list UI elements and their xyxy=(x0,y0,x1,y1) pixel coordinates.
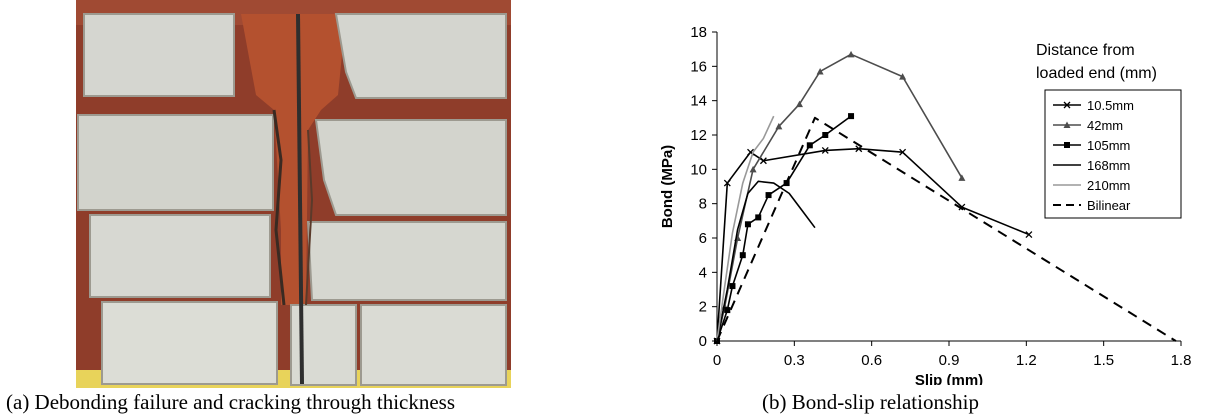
y-ticks: 0 2 4 6 8 10 12 14 16 18 xyxy=(690,24,717,350)
legend-label-10-5mm: 10.5mm xyxy=(1087,98,1134,113)
data-point-42mm xyxy=(775,122,783,130)
legend-label-168mm: 168mm xyxy=(1087,158,1130,173)
block-right-4 xyxy=(360,304,507,386)
legend-marker-105mm xyxy=(1064,142,1070,148)
data-point-10-5mm xyxy=(759,157,767,165)
x-tick-label: 0.6 xyxy=(861,352,882,369)
block-right-1 xyxy=(334,13,507,99)
y-tick-label: 0 xyxy=(699,333,707,350)
block-right-2 xyxy=(314,119,507,216)
data-point-42mm xyxy=(749,165,757,173)
x-tick-label: 0.3 xyxy=(784,352,805,369)
x-axis-title: Slip (mm) xyxy=(915,372,983,385)
data-point-10-5mm xyxy=(1025,231,1033,239)
data-point-42mm xyxy=(816,67,824,75)
data-point-105mm xyxy=(729,283,736,290)
y-tick-label: 12 xyxy=(690,127,707,144)
x-tick-label: 1.8 xyxy=(1171,352,1192,369)
debonding-photo xyxy=(76,0,511,388)
series-42mm xyxy=(713,50,966,344)
y-tick-label: 10 xyxy=(690,161,707,178)
legend-label-105mm: 105mm xyxy=(1087,138,1130,153)
legend-box xyxy=(1044,89,1182,219)
legend-label-bilinear: Bilinear xyxy=(1087,198,1131,213)
series-line-bilinear xyxy=(716,116,1177,342)
data-point-105mm xyxy=(724,307,731,314)
data-point-42mm xyxy=(958,174,966,181)
data-point-105mm xyxy=(755,214,762,221)
data-point-105mm xyxy=(806,142,813,149)
data-point-42mm xyxy=(847,50,855,58)
legend-title-line-1: Distance from xyxy=(1036,42,1135,59)
data-point-105mm xyxy=(822,132,829,138)
data-point-42mm xyxy=(795,100,803,108)
block-right-3 xyxy=(306,221,507,301)
block-left-2 xyxy=(77,114,274,211)
y-tick-label: 2 xyxy=(699,299,707,316)
legend-label-210mm: 210mm xyxy=(1087,178,1130,193)
steel-bar xyxy=(296,13,304,385)
exposed-red-region xyxy=(241,14,346,305)
series-line-10-5mm xyxy=(716,147,1030,342)
data-point-10-5mm xyxy=(958,203,966,211)
legend-title-line-2: loaded end (mm) xyxy=(1036,65,1157,82)
block-left-1 xyxy=(83,13,235,97)
x-tick-label: 1.2 xyxy=(1016,352,1037,369)
photo-caption: (a) Debonding failure and cracking throu… xyxy=(6,390,456,414)
data-point-42mm xyxy=(899,73,907,80)
y-tick-label: 14 xyxy=(690,93,707,110)
y-tick-label: 6 xyxy=(699,230,707,247)
x-tick-label: 0.9 xyxy=(939,352,960,369)
data-point-105mm xyxy=(739,252,746,259)
series-layer xyxy=(713,50,1177,345)
series-10-5mm xyxy=(713,145,1033,345)
y-tick-label: 4 xyxy=(699,264,707,281)
crack-right xyxy=(305,129,314,306)
block-left-4 xyxy=(101,301,278,385)
series-210mm xyxy=(716,115,775,342)
crack-left xyxy=(272,109,286,306)
data-point-105mm xyxy=(765,192,772,199)
block-left-3 xyxy=(89,214,271,298)
bond-slip-chart: 0 0.3 0.6 0.9 1.2 1.5 1.8 0 2 4 6 8 10 12 14 16 18 Slip… xyxy=(650,15,1206,385)
data-point-10-5mm xyxy=(821,146,829,154)
y-axis-title: Bond (MPa) xyxy=(659,145,676,228)
y-tick-label: 8 xyxy=(699,196,707,213)
data-point-105mm xyxy=(744,221,751,228)
series-105mm xyxy=(714,113,855,344)
y-tick-label: 18 xyxy=(690,24,707,41)
series-line-42mm xyxy=(716,53,963,342)
y-tick-label: 16 xyxy=(690,58,707,75)
legend-label-42mm: 42mm xyxy=(1087,118,1123,133)
chart-caption: (b) Bond-slip relationship xyxy=(762,390,979,414)
series-line-168mm xyxy=(716,180,816,342)
legend-marker-10-5mm xyxy=(1063,101,1071,109)
legend: 10.5mm 42mm 105mm 168mm 210mm Bilinear xyxy=(1044,89,1182,219)
series-line-210mm xyxy=(716,115,775,342)
series-bilinear xyxy=(716,116,1177,342)
x-tick-label: 1.5 xyxy=(1093,352,1114,369)
masonry-specimen-image xyxy=(76,0,511,388)
data-point-105mm xyxy=(848,113,855,120)
bond-slip-plot: 0 0.3 0.6 0.9 1.2 1.5 1.8 0 2 4 6 8 10 12 14 16 18 Slip… xyxy=(659,24,1192,385)
x-tick-label: 0 xyxy=(713,352,721,369)
legend-marker-42mm xyxy=(1063,121,1071,128)
data-point-10-5mm xyxy=(723,179,731,187)
data-point-10-5mm xyxy=(899,148,907,156)
series-168mm xyxy=(716,180,816,342)
x-ticks: 0 0.3 0.6 0.9 1.2 1.5 1.8 xyxy=(713,341,1192,369)
